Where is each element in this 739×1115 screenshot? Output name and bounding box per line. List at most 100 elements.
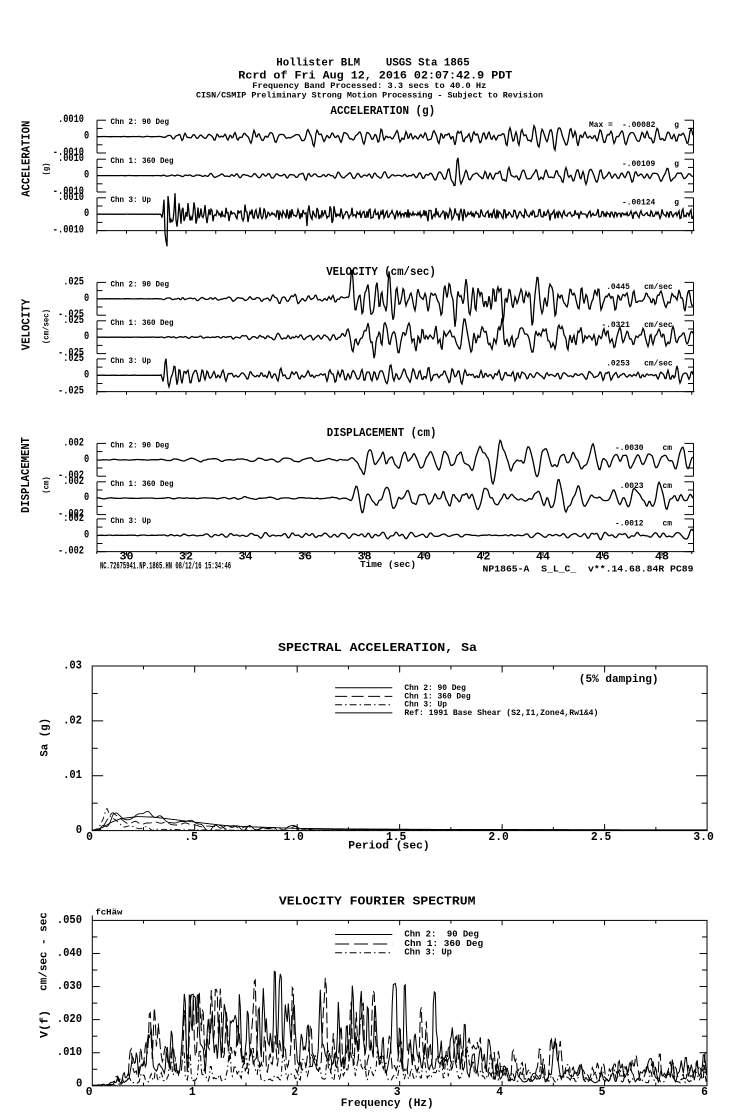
svg-text:NP1865-A S_L_C_ v**.14.68.84: NP1865-A S_L_C_ v**.14.68.84R PC89 (483, 565, 694, 575)
svg-text:Chn 2: 90 Deg: Chn 2: 90 Deg (111, 117, 170, 127)
svg-text:.0253 cm/sec: .0253 cm/sec (606, 359, 673, 368)
svg-text:Chn 3: Up: Chn 3: Up (404, 700, 447, 710)
svg-text:-.00109 g: -.00109 g (622, 160, 679, 169)
svg-text:Frequency (Hz): Frequency (Hz) (341, 1098, 434, 1110)
svg-text:38: 38 (358, 552, 372, 564)
svg-text:ACCELERATION: ACCELERATION (21, 121, 34, 197)
svg-text:Chn 3: Up: Chn 3: Up (111, 356, 152, 366)
svg-text:Rcrd of Fri Aug 12, 2016 02:07: Rcrd of Fri Aug 12, 2016 02:07:42.9 PDT (238, 71, 512, 83)
svg-text:-.0010: -.0010 (53, 225, 84, 237)
svg-text:46: 46 (596, 552, 610, 564)
svg-text:CISN/CSMIP Preliminary Strong: CISN/CSMIP Preliminary Strong Motion Pro… (196, 91, 543, 100)
svg-text:5: 5 (599, 1086, 606, 1099)
svg-text:6: 6 (701, 1086, 708, 1099)
svg-text:.002: .002 (63, 513, 84, 525)
svg-text:DISPLACEMENT: DISPLACEMENT (20, 437, 33, 513)
svg-text:4: 4 (496, 1086, 503, 1099)
svg-text:.0010: .0010 (58, 153, 84, 165)
svg-text:Chn 2: 90 Deg: Chn 2: 90 Deg (111, 279, 170, 289)
svg-text:-.0010: -.0010 (53, 147, 84, 159)
svg-text:1.5: 1.5 (386, 831, 406, 844)
svg-text:.0010: .0010 (58, 192, 84, 204)
svg-text:1.0: 1.0 (283, 831, 303, 844)
svg-text:-.002: -.002 (58, 546, 84, 558)
svg-text:.020: .020 (57, 1013, 82, 1026)
svg-text:.002: .002 (63, 476, 84, 488)
svg-text:Time (sec): Time (sec) (360, 559, 416, 570)
svg-text:2.0: 2.0 (488, 831, 508, 844)
svg-text:ACCELERATION (g): ACCELERATION (g) (330, 104, 435, 118)
svg-text:NC.72675941.NP.1865.HN 08/12/1: NC.72675941.NP.1865.HN 08/12/16 15:34:46 (100, 561, 231, 573)
svg-text:.025: .025 (63, 353, 84, 365)
svg-text:Frequency Band Processed: 3.3: Frequency Band Processed: 3.3 secs to 40… (252, 82, 486, 91)
svg-text:-.0321 cm/sec: -.0321 cm/sec (601, 321, 672, 330)
svg-text:Chn 1: 360 Deg: Chn 1: 360 Deg (111, 479, 174, 489)
svg-text:Hollister BLM USGS Sta 1865: Hollister BLM USGS Sta 1865 (276, 58, 470, 70)
svg-text:Sa (g): Sa (g) (40, 718, 52, 757)
svg-text:0: 0 (84, 492, 89, 504)
svg-text:2: 2 (291, 1086, 298, 1099)
svg-text:(cm): (cm) (43, 476, 52, 494)
svg-text:Chn 3: Up: Chn 3: Up (404, 948, 452, 958)
svg-text:.01: .01 (63, 769, 82, 782)
svg-text:.040: .040 (57, 947, 82, 960)
svg-text:.050: .050 (57, 914, 82, 927)
svg-text:-.025: -.025 (58, 348, 84, 360)
svg-text:Chn 1: 360 Deg: Chn 1: 360 Deg (111, 318, 174, 328)
svg-text:1: 1 (189, 1086, 196, 1099)
svg-text:32: 32 (179, 552, 193, 564)
svg-text:Chn 1: 360 Deg: Chn 1: 360 Deg (111, 156, 174, 166)
svg-text:48: 48 (655, 552, 669, 564)
svg-text:0: 0 (86, 1086, 93, 1099)
svg-text:0: 0 (76, 824, 82, 837)
svg-text:.010: .010 (57, 1046, 82, 1059)
svg-text:(cm/sec): (cm/sec) (42, 309, 51, 344)
svg-text:-.0030 cm: -.0030 cm (615, 444, 672, 453)
svg-text:3: 3 (394, 1086, 401, 1099)
svg-text:.03: .03 (63, 660, 82, 673)
svg-text:40: 40 (417, 552, 431, 564)
svg-text:-.025: -.025 (58, 309, 84, 321)
svg-text:V(f): V(f) (39, 1010, 51, 1038)
svg-text:VELOCITY FOURIER SPECTRUM: VELOCITY FOURIER SPECTRUM (279, 894, 476, 908)
svg-text:Chn 3: Up: Chn 3: Up (111, 195, 152, 205)
svg-text:0: 0 (84, 293, 89, 305)
svg-text:-.002: -.002 (58, 509, 84, 521)
svg-text:Chn 1: 360 Deg: Chn 1: 360 Deg (404, 691, 470, 701)
svg-text:2.5: 2.5 (591, 831, 611, 844)
svg-text:0: 0 (84, 454, 89, 466)
svg-text:0: 0 (84, 369, 89, 381)
svg-text:VELOCITY: VELOCITY (21, 299, 34, 351)
svg-text:42: 42 (477, 552, 491, 564)
svg-text:.0445 cm/sec: .0445 cm/sec (606, 283, 673, 292)
svg-text:-.00124 g: -.00124 g (622, 199, 679, 208)
svg-text:36: 36 (298, 552, 312, 564)
svg-text:0: 0 (84, 131, 89, 143)
svg-text:30: 30 (120, 552, 134, 564)
svg-text:Max = -.00082 g: Max = -.00082 g (589, 121, 679, 130)
svg-text:Chn 2: 90 Deg: Chn 2: 90 Deg (404, 930, 478, 940)
svg-text:Ref: 1991 Base Shear (S2,I1,Zo: Ref: 1991 Base Shear (S2,I1,Zone4,Rw1&4) (404, 708, 598, 718)
svg-text:.030: .030 (57, 980, 82, 993)
svg-text:.02: .02 (63, 714, 82, 727)
svg-text:3.0: 3.0 (693, 831, 713, 844)
svg-text:.0023 cm: .0023 cm (620, 482, 672, 491)
svg-text:(5% damping): (5% damping) (579, 674, 659, 686)
svg-text:fcHäw: fcHäw (95, 909, 122, 918)
svg-text:0: 0 (86, 831, 93, 844)
svg-text:34: 34 (239, 552, 254, 564)
svg-text:-.002: -.002 (58, 470, 84, 482)
svg-text:0: 0 (84, 331, 89, 343)
svg-text:VELOCITY (cm/sec): VELOCITY (cm/sec) (326, 265, 436, 279)
svg-text:(g): (g) (43, 163, 52, 176)
svg-text:0: 0 (84, 170, 89, 182)
svg-text:cm/sec - sec: cm/sec - sec (38, 912, 50, 991)
svg-text:Chn 2: 90 Deg: Chn 2: 90 Deg (111, 440, 170, 450)
svg-text:0: 0 (84, 529, 89, 541)
svg-text:.025: .025 (63, 276, 84, 288)
svg-text:Chn 1: 360 Deg: Chn 1: 360 Deg (404, 939, 483, 949)
svg-text:0: 0 (84, 208, 89, 220)
svg-text:Period (sec): Period (sec) (348, 841, 429, 853)
svg-text:.025: .025 (63, 315, 84, 327)
svg-text:Chn 2: 90 Deg: Chn 2: 90 Deg (404, 683, 466, 693)
